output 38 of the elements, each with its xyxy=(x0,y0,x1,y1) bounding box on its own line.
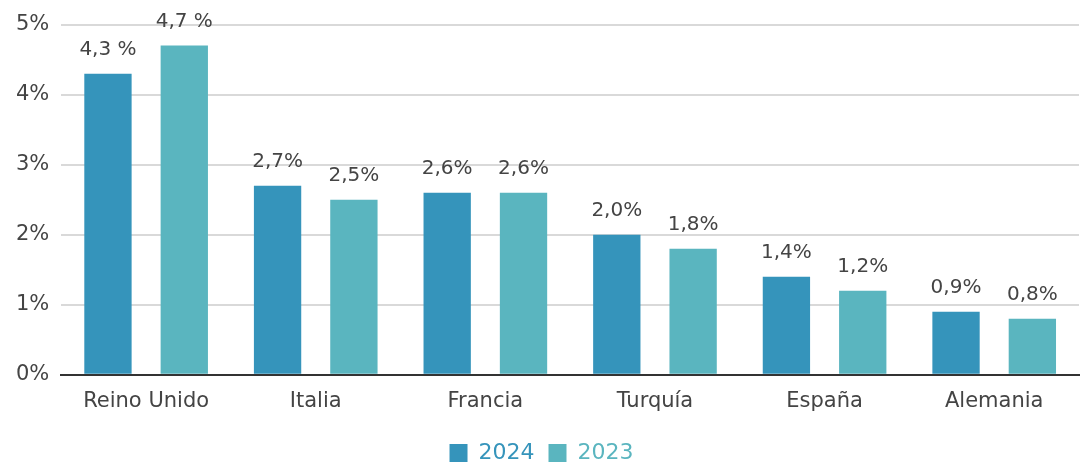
data-label: 0,9% xyxy=(930,273,982,298)
bar xyxy=(839,290,887,374)
data-label: 2,0% xyxy=(591,196,643,221)
y-tick-label: 5% xyxy=(15,11,50,36)
legend-label: 2024 xyxy=(478,438,535,464)
bar xyxy=(932,311,980,374)
y-tick-label: 4% xyxy=(15,81,50,106)
x-tick-label: Turquía xyxy=(615,387,694,412)
x-tick-label: Francia xyxy=(447,387,524,412)
data-label: 0,8% xyxy=(1006,280,1058,305)
bar xyxy=(593,234,641,374)
bar xyxy=(1008,318,1057,374)
x-tick-label: Alemania xyxy=(944,387,1044,412)
data-label: 2,5% xyxy=(328,161,380,186)
bar xyxy=(669,248,717,374)
y-tick-label: 0% xyxy=(15,361,50,386)
data-label: 1,4% xyxy=(761,238,812,263)
y-tick-label: 2% xyxy=(15,221,50,246)
x-tick-label: España xyxy=(786,387,863,412)
y-tick-label: 3% xyxy=(15,151,50,176)
bar xyxy=(253,185,302,374)
data-label: 4,7 % xyxy=(155,7,213,32)
data-label: 2,6% xyxy=(498,154,549,179)
data-label: 2,6% xyxy=(421,154,473,179)
x-tick-label: Reino Unido xyxy=(83,387,210,412)
y-tick-label: 1% xyxy=(15,291,50,316)
bar xyxy=(160,45,208,374)
bar xyxy=(762,276,811,374)
data-label: 1,8% xyxy=(667,210,719,235)
data-label: 2,7% xyxy=(252,147,303,172)
bar xyxy=(423,192,471,374)
bar xyxy=(499,192,548,374)
data-label: 1,2% xyxy=(837,252,889,277)
legend-label: 2023 xyxy=(577,438,634,464)
x-tick-label: Italia xyxy=(289,387,342,412)
bar xyxy=(330,199,378,374)
bar xyxy=(84,73,132,374)
data-label: 4,3 % xyxy=(79,35,137,60)
